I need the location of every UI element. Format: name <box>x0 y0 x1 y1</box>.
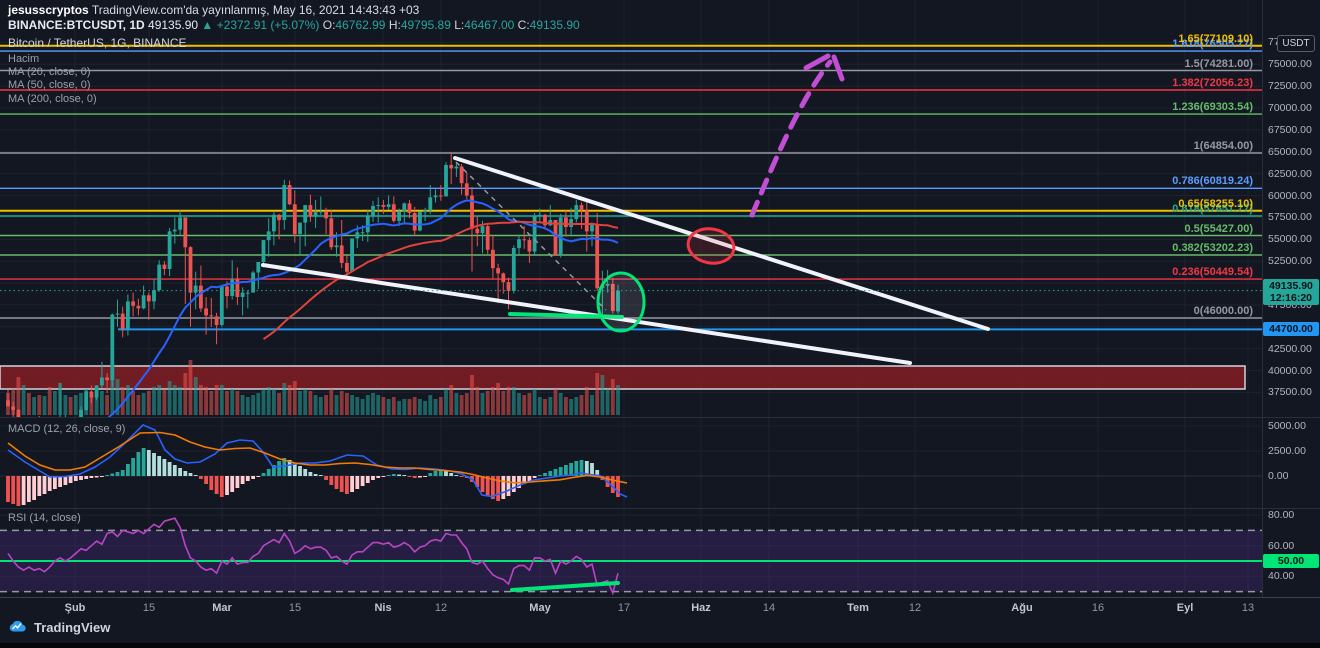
pane-separator-rsi[interactable] <box>0 508 1320 509</box>
time-tick: 12 <box>434 602 448 614</box>
brand-text: TradingView <box>34 620 111 635</box>
rsi-tick: 80.00 <box>1268 509 1295 522</box>
time-tick: 15 <box>288 602 302 614</box>
current-price-badge: 49135.90 12:16:20 <box>1263 278 1319 305</box>
price-tick: 57500.00 <box>1268 211 1312 224</box>
fib-label-1.236: 1.236(69303.54) <box>1172 101 1253 114</box>
pane-separator-macd[interactable] <box>0 417 1320 418</box>
time-tick: Mar <box>212 602 232 614</box>
fib-label-1.5: 1.5(74281.00) <box>1184 57 1254 70</box>
time-tick: Şub <box>64 602 86 614</box>
price-tick: 72500.00 <box>1268 80 1312 93</box>
price-tick: 52500.00 <box>1268 255 1312 268</box>
fib-label-1.618: 1.618(76505.77) <box>1172 38 1253 51</box>
publish-info: jesusscryptos TradingView.com'da yayınla… <box>8 3 580 17</box>
price-tick: 37500.00 <box>1268 386 1312 399</box>
time-axis[interactable]: Şub 15 Mar 15 Nis 12 May 17 Haz 14 Tem 12 Ağu 16 Eyl 13 <box>0 598 1320 618</box>
price-tick: 55000.00 <box>1268 233 1312 246</box>
last-price: 49135.90 <box>148 18 199 32</box>
fib-label-0.236: 0.236(50449.54) <box>1172 266 1253 279</box>
price-axis[interactable]: 37500.0040000.0042500.0045000.0047500.00… <box>1262 0 1320 615</box>
tradingview-brand[interactable]: TradingView <box>8 620 110 635</box>
price-tick: 65000.00 <box>1268 145 1312 158</box>
fib-label-0.65: 0.65(58255.10) <box>1178 197 1253 210</box>
time-tick: Haz <box>691 602 711 614</box>
rsi-mid-badge: 50.00 <box>1263 554 1319 568</box>
price-tick: 60000.00 <box>1268 189 1312 202</box>
low-value: 46467.00 <box>464 18 515 32</box>
rsi-tick: 40.00 <box>1268 570 1295 583</box>
tradingview-logo-icon <box>9 620 26 632</box>
open-value: 46762.99 <box>335 18 386 32</box>
fib-label-1.382: 1.382(72056.23) <box>1172 77 1253 89</box>
time-tick: Tem <box>847 602 869 614</box>
close-label: C: <box>517 18 530 32</box>
rsi-pane-label[interactable]: RSI (14, close) <box>8 512 81 524</box>
time-tick: Ağu <box>1011 602 1033 614</box>
price-tick: 75000.00 <box>1268 58 1312 71</box>
publish-text: TradingView.com'da yayınlanmış, May 16, … <box>88 3 420 17</box>
high-value: 49795.89 <box>400 18 451 32</box>
legend-ma20[interactable]: MA (20, close, 0) <box>8 66 91 78</box>
alert-line-badge: 44700.00 <box>1263 322 1319 337</box>
fib-label-0.382: 0.382(53202.23) <box>1172 241 1253 254</box>
time-tick: 16 <box>1091 602 1105 614</box>
bottom-bar <box>0 643 1320 648</box>
chart-header: jesusscryptos TradingView.com'da yayınla… <box>8 3 580 32</box>
fib-label-1: 1(64854.00) <box>1193 140 1253 153</box>
current-price-value: 49135.90 <box>1269 279 1313 292</box>
macd-tick: 0.00 <box>1268 470 1289 482</box>
price-tick: 42500.00 <box>1268 342 1312 355</box>
symbol-name[interactable]: BINANCE:BTCUSDT, 1D <box>8 18 145 32</box>
rsi-tick: 60.00 <box>1268 539 1295 552</box>
legend-volume[interactable]: Hacim <box>8 53 40 65</box>
legend-ma200[interactable]: MA (200, close, 0) <box>8 93 97 105</box>
price-change: +2372.91 (+5.07%) <box>216 18 320 32</box>
legend-ma50[interactable]: MA (50, close, 0) <box>8 79 91 91</box>
high-label: H: <box>388 18 401 32</box>
price-tick: 62500.00 <box>1268 167 1312 180</box>
bar-countdown: 12:16:20 <box>1269 291 1313 304</box>
close-value: 49135.90 <box>529 18 580 32</box>
arrow-up-icon: ▲ <box>201 18 214 32</box>
fib-label-0.786: 0.786(60819.24) <box>1172 175 1253 188</box>
fib-label-0.618: 0.618(57651.77) <box>1172 203 1253 216</box>
symbol-info-row: BINANCE:BTCUSDT, 1D 49135.90 ▲ +2372.91 … <box>8 18 580 32</box>
time-tick: Nis <box>374 602 392 614</box>
time-tick: 17 <box>617 602 631 614</box>
low-label: L: <box>454 18 465 32</box>
fib-label-0: 0(46000.00) <box>1193 305 1253 317</box>
username: jesusscryptos <box>8 3 89 17</box>
time-axis-border <box>0 597 1320 598</box>
macd-tick: 5000.00 <box>1268 420 1306 432</box>
time-tick: 15 <box>142 602 156 614</box>
macd-tick: 2500.00 <box>1268 445 1306 457</box>
fib-label-1.65: 1.65(77109.10) <box>1178 32 1253 45</box>
time-tick: 12 <box>908 602 922 614</box>
macd-pane-label[interactable]: MACD (12, 26, close, 9) <box>8 423 126 435</box>
time-tick: 13 <box>1241 602 1255 614</box>
time-tick: 14 <box>762 602 776 614</box>
price-tick: 70000.00 <box>1268 102 1312 114</box>
fib-label-0.5: 0.5(55427.00) <box>1184 222 1254 235</box>
price-tick: 40000.00 <box>1268 364 1312 377</box>
price-tick: 67500.00 <box>1268 123 1312 136</box>
time-tick: Eyl <box>1176 602 1194 614</box>
time-tick: May <box>529 602 551 614</box>
currency-toggle-button[interactable]: USDT <box>1277 35 1315 52</box>
legend-symbol[interactable]: Bitcoin / TetherUS, 1G, BINANCE <box>8 36 187 50</box>
open-label: O: <box>322 18 336 32</box>
